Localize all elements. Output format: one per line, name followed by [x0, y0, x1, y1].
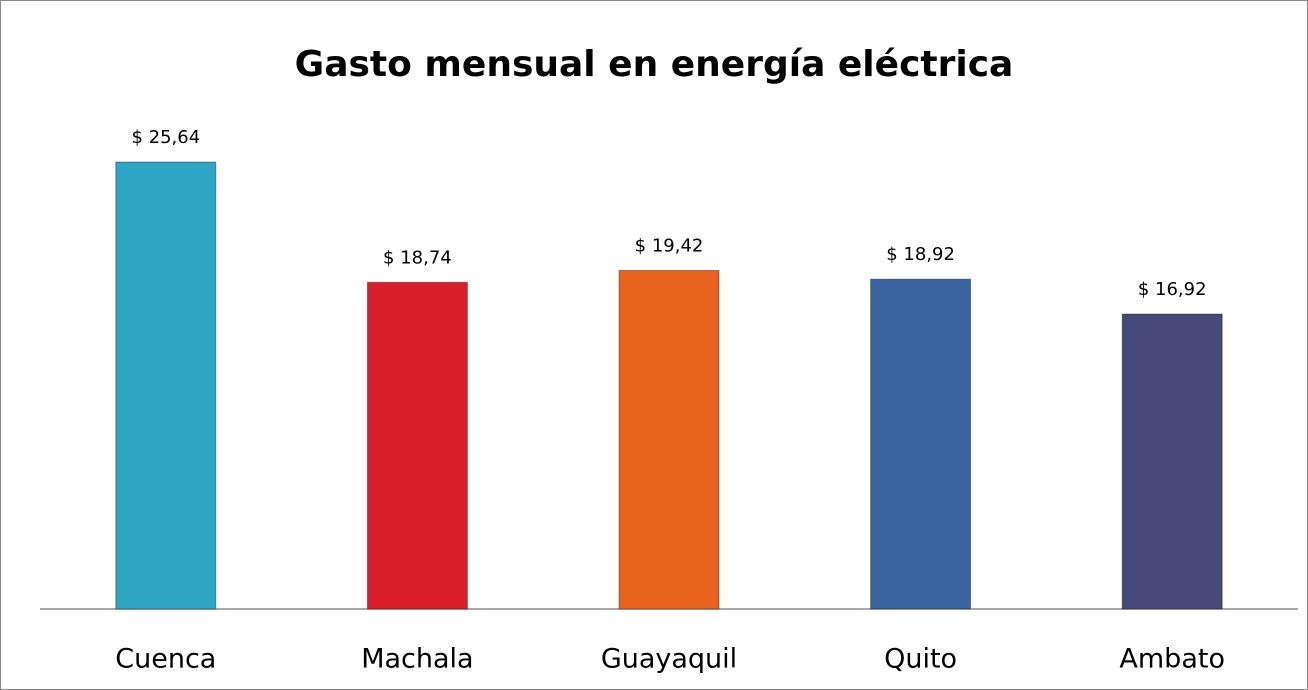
data-label: $ 19,42: [635, 235, 704, 256]
bar: [618, 269, 720, 610]
bar: [1121, 313, 1223, 610]
data-label: $ 18,92: [886, 244, 955, 265]
data-label: $ 18,74: [383, 247, 452, 268]
bar: [366, 281, 468, 610]
x-tick-label: Machala: [361, 644, 473, 675]
x-tick-label: Guayaquil: [601, 644, 737, 675]
bar: [115, 161, 217, 610]
data-label: $ 25,64: [131, 127, 200, 148]
bar: [870, 278, 972, 610]
x-tick-label: Quito: [884, 644, 957, 675]
data-label: $ 16,92: [1138, 279, 1207, 300]
x-tick-label: Cuenca: [115, 644, 216, 675]
x-tick-label: Ambato: [1119, 644, 1225, 675]
chart-title: Gasto mensual en energía eléctrica: [295, 44, 1014, 85]
